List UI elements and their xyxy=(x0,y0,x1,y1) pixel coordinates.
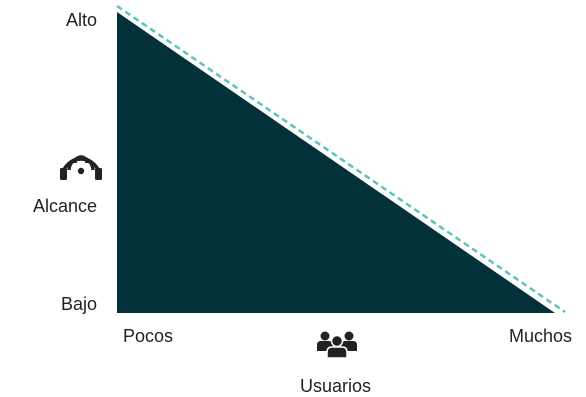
y-axis-title: Alcance xyxy=(32,196,97,216)
wifi-headphones-icon xyxy=(60,155,102,180)
reach-triangle xyxy=(117,12,555,313)
y-axis-high-label: Alto xyxy=(65,10,97,30)
x-axis-low-label: Pocos xyxy=(123,326,174,346)
group-users-icon xyxy=(317,331,357,359)
x-axis-title: Usuarios xyxy=(300,376,372,396)
x-axis-high-label: Muchos xyxy=(508,326,572,346)
dashed-diagonal xyxy=(116,4,566,314)
y-axis-low-label: Bajo xyxy=(60,294,97,314)
